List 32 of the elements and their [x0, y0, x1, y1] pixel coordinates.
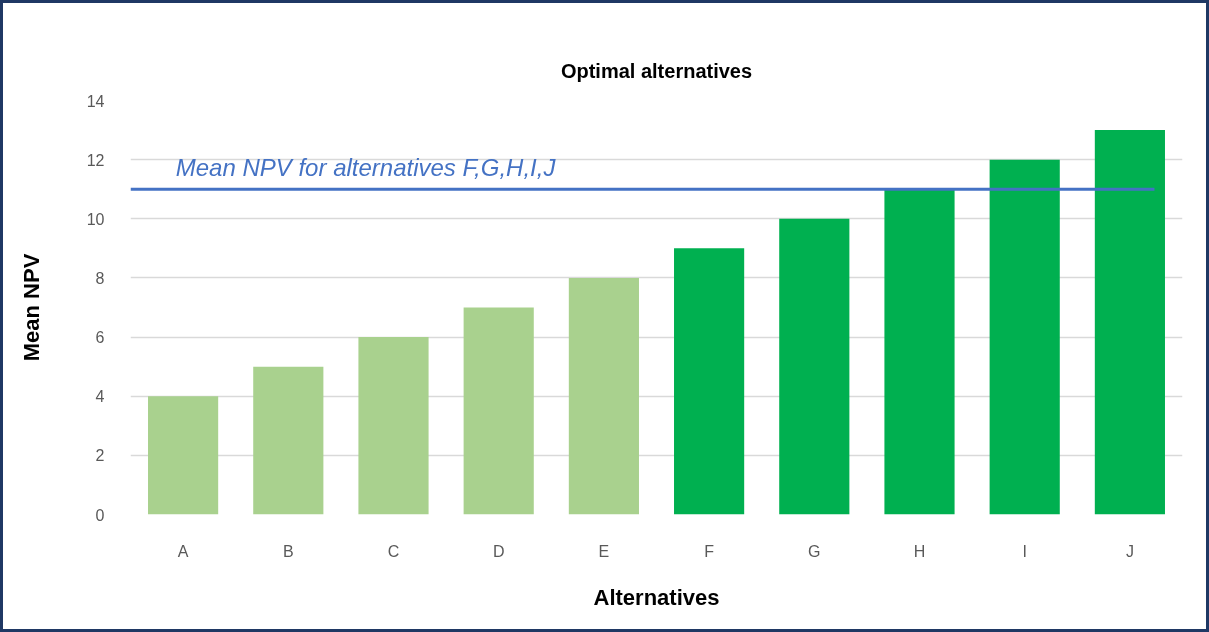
y-tick-label: 10 — [86, 210, 105, 228]
y-tick-label: 6 — [95, 329, 105, 347]
x-tick-label: H — [913, 542, 926, 560]
x-tick-label: E — [598, 542, 610, 560]
chart-title: Optimal alternatives — [560, 59, 753, 82]
y-tick-label: 0 — [95, 506, 105, 524]
bar — [463, 307, 534, 515]
y-tick-label: 14 — [86, 92, 105, 110]
bar — [884, 189, 955, 515]
ref-line-label: Mean NPV for alternatives F,G,H,I,J — [175, 154, 557, 182]
y-tick-label: 12 — [86, 151, 105, 169]
bar — [148, 396, 219, 515]
x-tick-label: D — [492, 542, 505, 560]
x-tick-label: A — [177, 542, 189, 560]
x-tick-label: B — [282, 542, 294, 560]
x-tick-label: G — [808, 542, 821, 560]
x-tick-label: C — [387, 542, 400, 560]
bar — [674, 248, 745, 515]
y-tick-label: 2 — [95, 447, 105, 465]
x-tick-label: F — [704, 542, 715, 560]
bar — [253, 366, 324, 515]
y-tick-label: 8 — [95, 269, 105, 287]
bar — [568, 277, 639, 515]
x-axis-title: Alternatives — [593, 584, 720, 610]
x-tick-label: I — [1022, 542, 1027, 560]
y-tick-label: 4 — [95, 388, 105, 406]
y-axis-title: Mean NPV — [18, 253, 44, 362]
bar — [358, 337, 429, 515]
bar — [779, 218, 850, 515]
bar — [989, 159, 1060, 515]
x-tick-label: J — [1125, 542, 1134, 560]
bar — [1094, 130, 1165, 515]
